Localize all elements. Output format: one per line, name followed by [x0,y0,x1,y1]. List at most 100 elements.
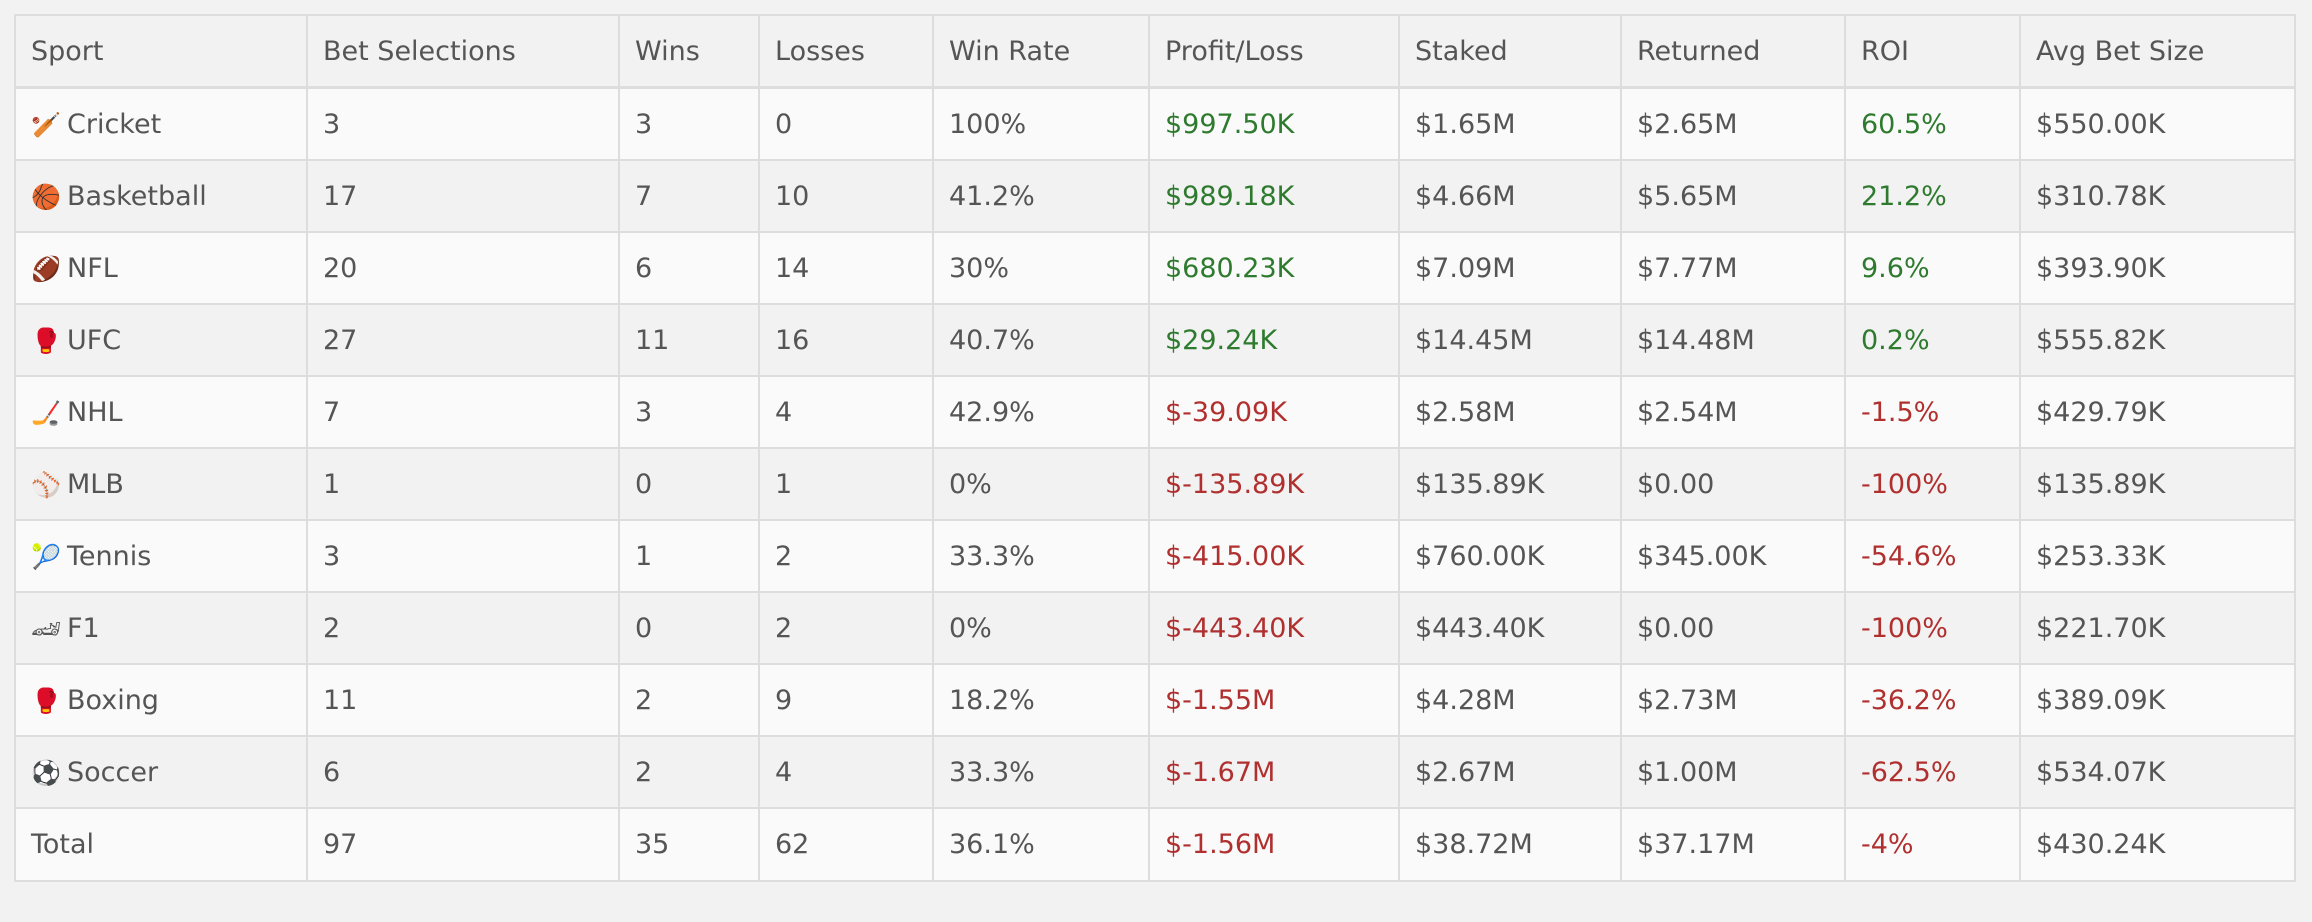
total-roi: -4% [1844,807,2021,882]
returned-cell: $1.00M [1620,735,1846,809]
avg-bet-size-cell: $253.33K [2019,519,2296,593]
race-car-icon: 🏎 [31,614,62,643]
roi-cell: -54.6% [1844,519,2021,593]
avg-bet-size-cell: $393.90K [2019,231,2296,305]
roi-cell: 21.2% [1844,159,2021,233]
table-row[interactable]: 🎾 Tennis 3 1 2 33.3% $-415.00K $760.00K $345.00K… [14,519,2296,593]
losses-cell: 9 [758,663,934,737]
returned-cell: $0.00 [1620,591,1846,665]
column-header-bet-selections[interactable]: Bet Selections [306,14,620,89]
win-rate-cell: 40.7% [932,303,1150,377]
win-rate-cell: 18.2% [932,663,1150,737]
returned-cell: $2.73M [1620,663,1846,737]
returned-cell: $2.54M [1620,375,1846,449]
table-row[interactable]: 🏈 NFL 20 6 14 30% $680.23K $7.09M $7.77M 9.6% $393… [14,231,2296,305]
total-bet-selections: 97 [306,807,620,882]
table-row[interactable]: ⚾ MLB 1 0 1 0% $-135.89K $135.89K $0.00 -100% $135… [14,447,2296,521]
losses-cell: 16 [758,303,934,377]
losses-cell: 4 [758,735,934,809]
sport-cell: ⚽ Soccer [14,735,308,809]
wins-cell: 7 [618,159,760,233]
column-header-returned[interactable]: Returned [1620,14,1846,89]
losses-cell: 10 [758,159,934,233]
sport-cell: 🏒 NHL [14,375,308,449]
roi-cell: 60.5% [1844,86,2021,161]
total-label: Total [14,807,308,882]
tennis-ball-icon: 🎾 [31,542,61,571]
bet-selections-cell: 3 [306,86,620,161]
table-row[interactable]: 🏀 Basketball 17 7 10 41.2% $989.18K $4.66M $5.65… [14,159,2296,233]
table-row[interactable]: 🥊 UFC 27 11 16 40.7% $29.24K $14.45M $14.48M 0.2%… [14,303,2296,377]
column-header-losses[interactable]: Losses [758,14,934,89]
sport-cell: 🏀 Basketball [14,159,308,233]
staked-cell: $4.28M [1398,663,1622,737]
sport-name: NHL [67,396,123,428]
staked-cell: $4.66M [1398,159,1622,233]
returned-cell: $0.00 [1620,447,1846,521]
returned-cell: $5.65M [1620,159,1846,233]
staked-cell: $135.89K [1398,447,1622,521]
staked-cell: $443.40K [1398,591,1622,665]
sport-name: MLB [67,468,124,500]
total-wins: 35 [618,807,760,882]
staked-cell: $1.65M [1398,86,1622,161]
sport-name: Cricket [67,108,162,140]
bet-selections-cell: 1 [306,447,620,521]
column-header-roi[interactable]: ROI [1844,14,2021,89]
table-row[interactable]: 🏒 NHL 7 3 4 42.9% $-39.09K $2.58M $2.54M -1.5% $42… [14,375,2296,449]
column-header-sport[interactable]: Sport [14,14,308,89]
wins-cell: 0 [618,591,760,665]
avg-bet-size-cell: $429.79K [2019,375,2296,449]
sport-cell: 🥊 UFC [14,303,308,377]
table-row[interactable]: 🏎 F1 2 0 2 0% $-443.40K $443.40K $0.00 -100% $221.… [14,591,2296,665]
returned-cell: $2.65M [1620,86,1846,161]
sport-cell: 🥊 Boxing [14,663,308,737]
staked-cell: $2.67M [1398,735,1622,809]
basketball-icon: 🏀 [31,182,61,211]
total-profit-loss: $-1.56M [1148,807,1400,882]
column-header-profit-loss[interactable]: Profit/Loss [1148,14,1400,89]
roi-cell: -100% [1844,447,2021,521]
profit-loss-cell: $-443.40K [1148,591,1400,665]
wins-cell: 3 [618,86,760,161]
returned-cell: $7.77M [1620,231,1846,305]
total-win-rate: 36.1% [932,807,1150,882]
bet-selections-cell: 6 [306,735,620,809]
baseball-icon: ⚾ [31,470,61,499]
staked-cell: $14.45M [1398,303,1622,377]
table-row[interactable]: 🏏 Cricket 3 3 0 100% $997.50K $1.65M $2.65M 60.5%… [14,86,2296,161]
profit-loss-cell: $680.23K [1148,231,1400,305]
column-header-wins[interactable]: Wins [618,14,760,89]
profit-loss-cell: $29.24K [1148,303,1400,377]
wins-cell: 2 [618,735,760,809]
table-row[interactable]: ⚽ Soccer 6 2 4 33.3% $-1.67M $2.67M $1.00M -62.5%… [14,735,2296,809]
table-row[interactable]: 🥊 Boxing 11 2 9 18.2% $-1.55M $4.28M $2.73M -36.2… [14,663,2296,737]
wins-cell: 1 [618,519,760,593]
wins-cell: 0 [618,447,760,521]
wins-cell: 6 [618,231,760,305]
total-returned: $37.17M [1620,807,1846,882]
avg-bet-size-cell: $555.82K [2019,303,2296,377]
roi-cell: 0.2% [1844,303,2021,377]
losses-cell: 0 [758,86,934,161]
bet-selections-cell: 17 [306,159,620,233]
win-rate-cell: 0% [932,591,1150,665]
column-header-staked[interactable]: Staked [1398,14,1622,89]
roi-cell: -36.2% [1844,663,2021,737]
avg-bet-size-cell: $221.70K [2019,591,2296,665]
avg-bet-size-cell: $389.09K [2019,663,2296,737]
sport-cell: 🏏 Cricket [14,86,308,161]
wins-cell: 11 [618,303,760,377]
win-rate-cell: 0% [932,447,1150,521]
losses-cell: 14 [758,231,934,305]
profit-loss-cell: $-39.09K [1148,375,1400,449]
wins-cell: 3 [618,375,760,449]
column-header-win-rate[interactable]: Win Rate [932,14,1150,89]
total-staked: $38.72M [1398,807,1622,882]
win-rate-cell: 41.2% [932,159,1150,233]
column-header-avg-bet-size[interactable]: Avg Bet Size [2019,14,2296,89]
avg-bet-size-cell: $550.00K [2019,86,2296,161]
staked-cell: $760.00K [1398,519,1622,593]
bet-selections-cell: 2 [306,591,620,665]
bet-selections-cell: 7 [306,375,620,449]
